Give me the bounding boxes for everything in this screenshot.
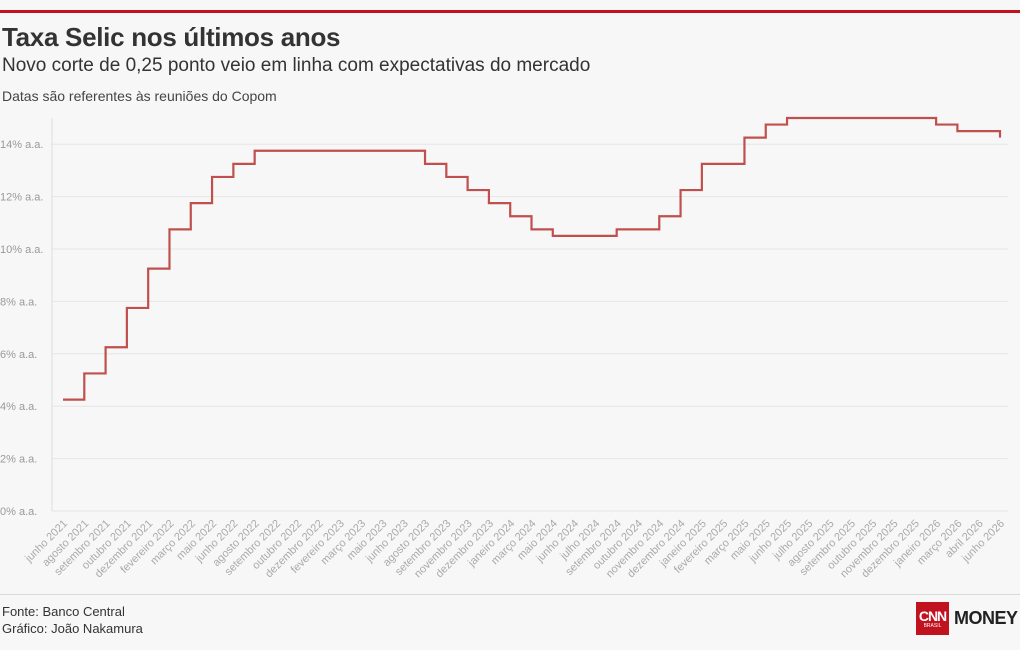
selic-step-chart: 0% a.a. 2% a.a. 4% a.a. 6% a.a. 8% a.a. 10% a…	[0, 116, 1008, 581]
y-tick-label: 0% a.a.	[0, 506, 37, 518]
selic-series-line	[63, 116, 1002, 401]
chart-subtitle: Novo corte de 0,25 ponto veio em linha c…	[2, 55, 591, 76]
y-tick-label: 8% a.a.	[0, 296, 37, 308]
y-tick-label: 2% a.a.	[0, 454, 37, 466]
logo-money-text: MONEY	[954, 608, 1018, 628]
logo-brasil-text: BRASIL	[923, 622, 942, 629]
y-tick-label: 12% a.a.	[0, 192, 43, 204]
y-tick-label: 10% a.a.	[0, 244, 43, 256]
cnn-money-logo: CNN BRASIL MONEY	[916, 602, 1020, 635]
chart-title: Taxa Selic nos últimos anos	[2, 22, 341, 52]
footer-divider	[0, 594, 1020, 595]
chart-note: Datas são referentes às reuniões do Copo…	[2, 88, 277, 104]
series-layer	[63, 116, 1002, 401]
cnn-brasil-mark: CNN BRASIL	[916, 602, 949, 635]
y-axis-ticks: 0% a.a. 2% a.a. 4% a.a. 6% a.a. 8% a.a. 10% a…	[0, 139, 43, 518]
logo-cnn-text: CNN	[918, 607, 947, 624]
y-tick-label: 6% a.a.	[0, 349, 37, 361]
data-source: Fonte: Banco Central	[2, 604, 125, 619]
y-tick-label: 4% a.a.	[0, 401, 37, 413]
top-accent-bar	[0, 10, 1020, 13]
chart-credit: Gráfico: João Nakamura	[2, 621, 143, 636]
y-tick-label: 14% a.a.	[0, 139, 43, 151]
grid-lines	[51, 118, 1008, 512]
